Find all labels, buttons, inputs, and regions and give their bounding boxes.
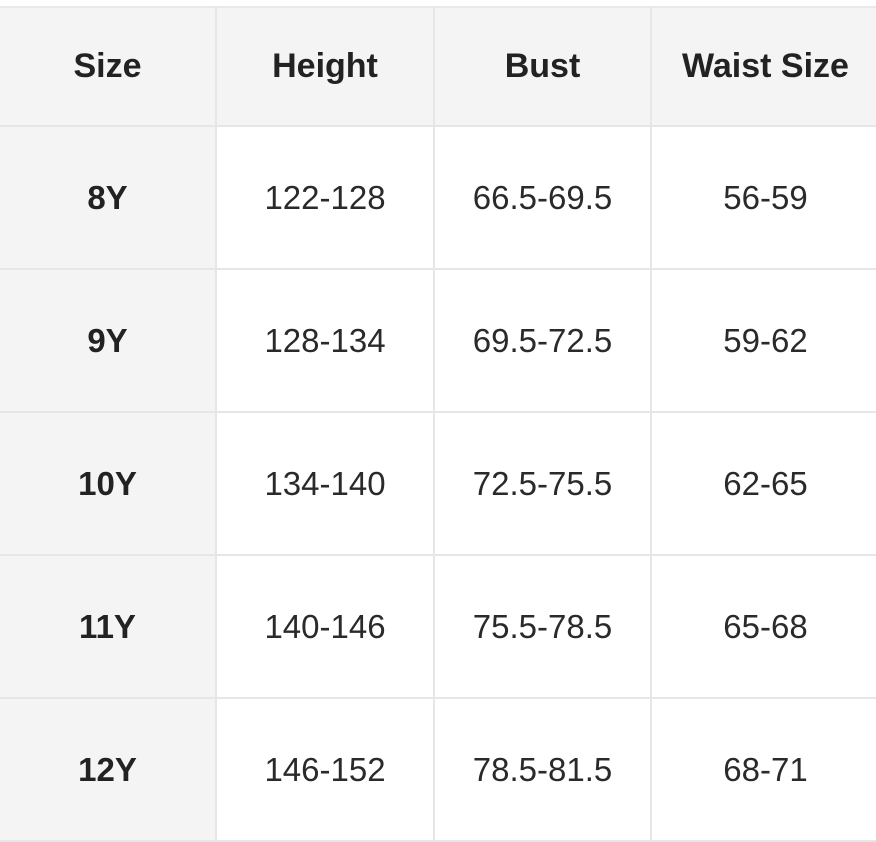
- height-cell: 122-128: [215, 125, 435, 270]
- header-bust: Bust: [433, 6, 652, 127]
- height-cell: 146-152: [215, 697, 435, 842]
- size-cell: 11Y: [0, 554, 217, 699]
- waist-cell: 62-65: [650, 411, 876, 556]
- table-row: 12Y 146-152 78.5-81.5 68-71: [0, 697, 876, 842]
- table-header-row: Size Height Bust Waist Size: [0, 6, 876, 127]
- size-chart-table: Size Height Bust Waist Size 8Y 122-128 6…: [0, 6, 876, 842]
- size-cell: 10Y: [0, 411, 217, 556]
- table-row: 9Y 128-134 69.5-72.5 59-62: [0, 268, 876, 413]
- height-cell: 140-146: [215, 554, 435, 699]
- waist-cell: 56-59: [650, 125, 876, 270]
- size-cell: 8Y: [0, 125, 217, 270]
- bust-cell: 78.5-81.5: [433, 697, 652, 842]
- size-cell: 9Y: [0, 268, 217, 413]
- table-row: 10Y 134-140 72.5-75.5 62-65: [0, 411, 876, 556]
- bust-cell: 66.5-69.5: [433, 125, 652, 270]
- size-cell: 12Y: [0, 697, 217, 842]
- waist-cell: 65-68: [650, 554, 876, 699]
- bust-cell: 75.5-78.5: [433, 554, 652, 699]
- height-cell: 128-134: [215, 268, 435, 413]
- header-size: Size: [0, 6, 217, 127]
- height-cell: 134-140: [215, 411, 435, 556]
- header-waist-size: Waist Size: [650, 6, 876, 127]
- waist-cell: 59-62: [650, 268, 876, 413]
- table-row: 11Y 140-146 75.5-78.5 65-68: [0, 554, 876, 699]
- waist-cell: 68-71: [650, 697, 876, 842]
- bust-cell: 69.5-72.5: [433, 268, 652, 413]
- header-height: Height: [215, 6, 435, 127]
- table-row: 8Y 122-128 66.5-69.5 56-59: [0, 125, 876, 270]
- bust-cell: 72.5-75.5: [433, 411, 652, 556]
